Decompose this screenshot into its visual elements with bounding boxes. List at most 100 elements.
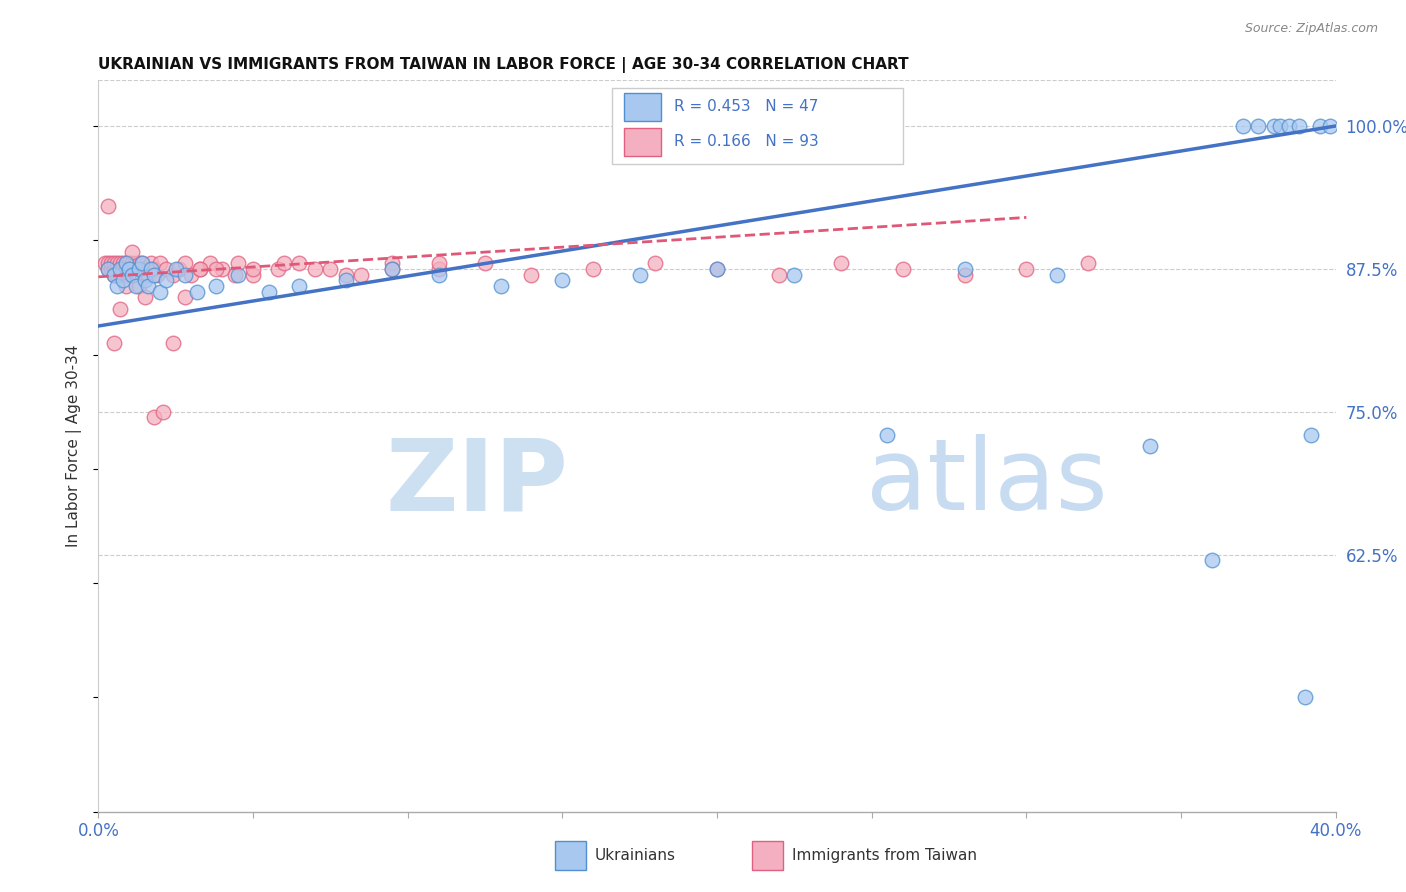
Point	[128, 261, 150, 276]
Point	[1046, 268, 1069, 282]
Point	[93, 256, 115, 270]
Point	[1299, 427, 1322, 442]
Point	[1278, 119, 1301, 133]
Point	[143, 410, 166, 425]
Point	[551, 273, 574, 287]
Point	[97, 261, 120, 276]
Point	[115, 279, 138, 293]
Bar	[624, 93, 661, 120]
Point	[118, 261, 141, 276]
Point	[136, 261, 159, 276]
Point	[319, 261, 342, 276]
Point	[108, 261, 131, 276]
Point	[100, 256, 122, 270]
Text: Immigrants from Taiwan: Immigrants from Taiwan	[792, 848, 977, 863]
Point	[108, 256, 131, 270]
Point	[205, 279, 228, 293]
Point	[155, 261, 177, 276]
Point	[115, 261, 138, 276]
Point	[167, 261, 190, 276]
Point	[100, 261, 122, 276]
Point	[1288, 119, 1310, 133]
Point	[118, 268, 141, 282]
Point	[105, 268, 128, 282]
Point	[118, 261, 141, 276]
Point	[242, 268, 264, 282]
Point	[186, 285, 208, 299]
Point	[155, 273, 177, 287]
Text: ZIP: ZIP	[385, 434, 568, 531]
Point	[174, 268, 197, 282]
Point	[121, 244, 143, 259]
Point	[131, 268, 153, 282]
Point	[304, 261, 326, 276]
Point	[198, 256, 221, 270]
Y-axis label: In Labor Force | Age 30-34: In Labor Force | Age 30-34	[66, 344, 83, 548]
Point	[115, 256, 138, 270]
Point	[149, 256, 172, 270]
Point	[143, 268, 166, 282]
Point	[112, 268, 135, 282]
Point	[381, 261, 404, 276]
Point	[152, 405, 174, 419]
Point	[211, 261, 233, 276]
Point	[105, 261, 128, 276]
Point	[288, 256, 311, 270]
Bar	[624, 128, 661, 155]
Point	[427, 268, 450, 282]
Point	[139, 256, 162, 270]
Point	[891, 261, 914, 276]
Point	[706, 261, 728, 276]
Point	[1319, 119, 1341, 133]
Point	[226, 268, 249, 282]
Point	[112, 261, 135, 276]
Point	[136, 279, 159, 293]
Point	[224, 268, 246, 282]
Point	[489, 279, 512, 293]
Point	[520, 268, 543, 282]
Point	[128, 268, 150, 282]
Point	[180, 268, 202, 282]
Point	[124, 256, 146, 270]
Point	[953, 268, 976, 282]
Point	[143, 261, 166, 276]
Point	[108, 261, 131, 276]
Point	[136, 268, 159, 282]
Point	[242, 261, 264, 276]
Point	[112, 261, 135, 276]
Point	[131, 256, 153, 270]
Point	[149, 285, 172, 299]
Point	[644, 256, 666, 270]
Point	[118, 261, 141, 276]
Point	[105, 256, 128, 270]
Point	[1077, 256, 1099, 270]
Point	[876, 427, 898, 442]
Point	[768, 268, 790, 282]
Point	[1201, 553, 1223, 567]
Point	[131, 256, 153, 270]
Point	[165, 261, 187, 276]
Point	[97, 199, 120, 213]
Point	[128, 256, 150, 270]
Point	[582, 261, 605, 276]
Point	[381, 261, 404, 276]
Point	[288, 279, 311, 293]
Point	[706, 261, 728, 276]
Point	[1247, 119, 1270, 133]
Point	[335, 268, 357, 282]
Point	[134, 273, 156, 287]
Text: atlas: atlas	[866, 434, 1107, 531]
Point	[1263, 119, 1285, 133]
Point	[257, 285, 280, 299]
Point	[115, 268, 138, 282]
Point	[103, 336, 125, 351]
Text: R = 0.166   N = 93: R = 0.166 N = 93	[673, 134, 818, 149]
Text: Source: ZipAtlas.com: Source: ZipAtlas.com	[1244, 22, 1378, 36]
Point	[139, 261, 162, 276]
Point	[381, 256, 404, 270]
Point	[103, 268, 125, 282]
Point	[103, 261, 125, 276]
Point	[103, 268, 125, 282]
Point	[427, 261, 450, 276]
Point	[103, 256, 125, 270]
